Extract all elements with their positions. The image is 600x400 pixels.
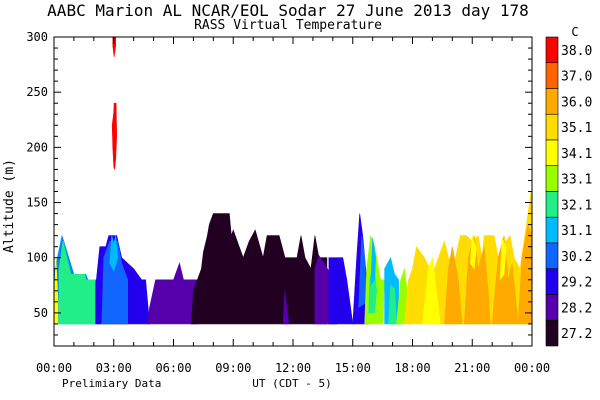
plot-fill-layer	[53, 36, 533, 325]
chart-subtitle: RASS Virtual Temperature	[194, 18, 382, 33]
x-tick-label-7: 21:00	[454, 361, 490, 375]
x-tick-label-1: 03:00	[96, 361, 132, 375]
colorbar-label-4: 34.1	[561, 147, 592, 162]
y-tick-label-4: 250	[26, 85, 48, 99]
contour-region-21	[444, 246, 463, 325]
y-tick-label-3: 200	[26, 140, 48, 154]
axis-ticks: 00:00 03:00 06:00 09:00 12:00 15:00 18:00 21:00…	[26, 30, 550, 375]
contour-region-10	[328, 257, 354, 325]
x-tick-label-3: 09:00	[215, 361, 251, 375]
colorbar-swatch-9	[545, 268, 559, 295]
colorbar-swatch-5	[545, 165, 559, 192]
contour-region-28	[111, 102, 118, 170]
footnote: Prelimiary Data	[62, 377, 161, 390]
contour-region-8	[282, 290, 290, 325]
x-tick-label-8: 00:00	[514, 361, 550, 375]
y-tick-label-1: 100	[26, 251, 48, 265]
colorbar-swatch-7	[545, 216, 559, 244]
x-tick-label-5: 15:00	[335, 361, 371, 375]
contour-region-26	[499, 237, 507, 281]
x-tick-label-2: 06:00	[155, 361, 191, 375]
colorbar-label-5: 33.1	[561, 173, 592, 188]
colorbar-label-9: 29.2	[561, 276, 592, 291]
contour-region-4	[101, 240, 128, 325]
y-tick-label-5: 300	[26, 30, 48, 44]
colorbar-label-1: 37.0	[561, 70, 592, 85]
colorbar-label-8: 30.2	[561, 250, 592, 265]
contour-region-20	[422, 257, 441, 325]
contour-region-1	[58, 241, 96, 325]
y-axis-label: Altitude (m)	[2, 159, 17, 253]
colorbar-label-7: 31.1	[561, 224, 592, 239]
colorbar: 38.0 37.0 36.0 35.1 34.1 33.1 32.1 31.1 30.2 29.2…	[545, 36, 592, 347]
colorbar-swatch-10	[545, 294, 559, 321]
chart-title: AABC Marion AL NCAR/EOL Sodar 27 June 20…	[47, 1, 529, 20]
contour-region-25	[469, 235, 477, 270]
x-tick-label-6: 18:00	[394, 361, 430, 375]
colorbar-unit: C	[571, 25, 578, 39]
colorbar-label-2: 36.0	[561, 95, 592, 110]
colorbar-label-0: 38.0	[561, 44, 592, 59]
contour-region-15	[370, 237, 377, 287]
colorbar-label-6: 32.1	[561, 198, 592, 213]
colorbar-swatch-11	[545, 319, 559, 347]
y-tick-label-2: 150	[26, 196, 48, 210]
contour-region-5	[109, 235, 119, 272]
x-axis-label: UT (CDT - 5)	[252, 377, 331, 390]
x-tick-label-4: 12:00	[275, 361, 311, 375]
colorbar-label-11: 27.2	[561, 327, 592, 342]
colorbar-swatch-6	[545, 191, 559, 218]
colorbar-swatch-0	[545, 36, 559, 64]
contour-region-12	[358, 235, 368, 308]
colorbar-swatch-1	[545, 62, 559, 89]
contour-region-7	[191, 213, 328, 325]
colorbar-label-3: 35.1	[561, 121, 592, 136]
colorbar-swatch-2	[545, 88, 559, 115]
contour-region-6	[147, 262, 198, 325]
x-tick-label-0: 00:00	[36, 361, 72, 375]
y-tick-label-0: 50	[34, 306, 48, 320]
colorbar-swatch-8	[545, 242, 559, 270]
colorbar-label-10: 28.2	[561, 301, 592, 316]
colorbar-swatch-4	[545, 139, 559, 167]
contour-region-17	[388, 284, 397, 325]
contour-region-23	[491, 235, 519, 325]
colorbar-swatch-3	[545, 113, 559, 141]
